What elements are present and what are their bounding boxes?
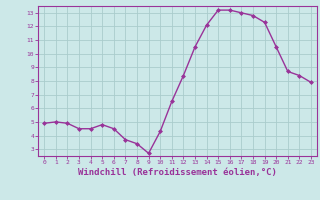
X-axis label: Windchill (Refroidissement éolien,°C): Windchill (Refroidissement éolien,°C) (78, 168, 277, 177)
